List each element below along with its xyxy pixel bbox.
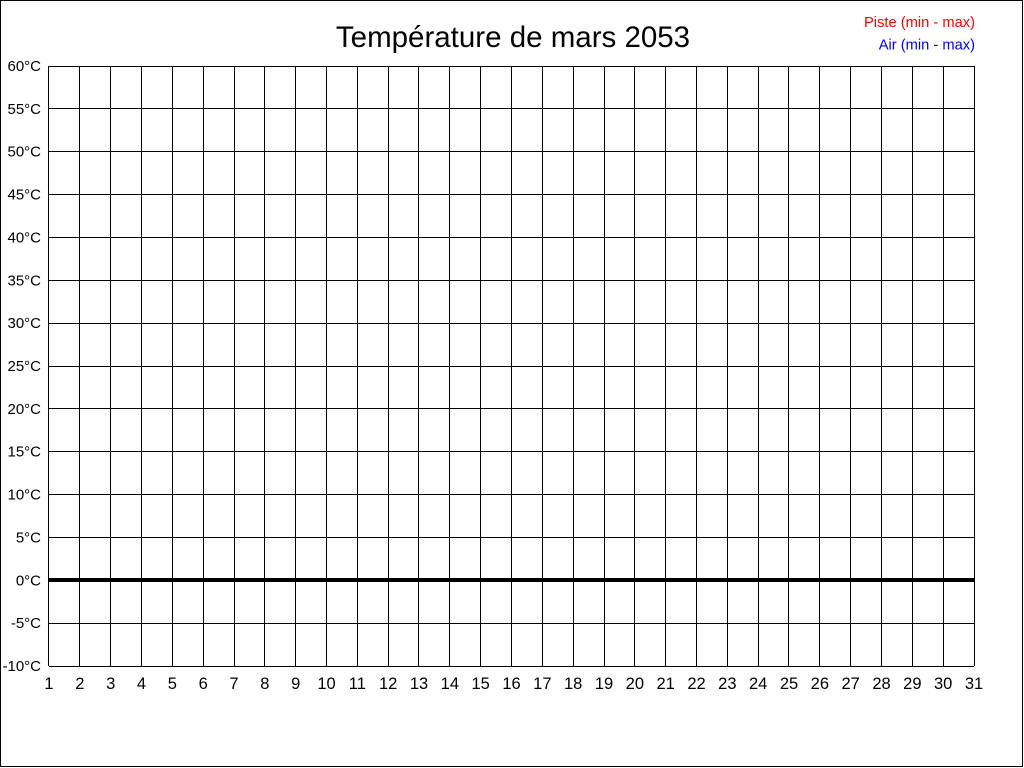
svg-text:Température de mars 2053: Température de mars 2053 <box>336 21 690 54</box>
svg-text:26: 26 <box>811 675 829 693</box>
svg-text:55°C: 55°C <box>7 101 41 118</box>
svg-text:5: 5 <box>168 675 177 693</box>
svg-text:7: 7 <box>229 675 238 693</box>
svg-text:60°C: 60°C <box>7 58 41 75</box>
svg-text:30: 30 <box>934 675 952 693</box>
svg-text:1: 1 <box>44 675 53 693</box>
svg-text:22: 22 <box>687 675 705 693</box>
svg-text:10°C: 10°C <box>7 487 41 504</box>
svg-text:16: 16 <box>502 675 520 693</box>
svg-text:3: 3 <box>106 675 115 693</box>
svg-text:2: 2 <box>75 675 84 693</box>
svg-text:10: 10 <box>317 675 335 693</box>
svg-text:20°C: 20°C <box>7 401 41 418</box>
svg-text:12: 12 <box>379 675 397 693</box>
svg-text:11: 11 <box>349 675 366 693</box>
svg-text:30°C: 30°C <box>7 315 41 332</box>
svg-text:15°C: 15°C <box>7 444 41 461</box>
svg-text:45°C: 45°C <box>7 187 41 204</box>
svg-text:6: 6 <box>199 675 208 693</box>
svg-text:40°C: 40°C <box>7 229 41 246</box>
svg-text:-5°C: -5°C <box>11 615 41 632</box>
svg-text:35°C: 35°C <box>7 272 41 289</box>
svg-text:21: 21 <box>656 675 674 693</box>
svg-text:31: 31 <box>965 675 983 693</box>
svg-text:24: 24 <box>749 675 767 693</box>
svg-text:18: 18 <box>564 675 582 693</box>
svg-text:0°C: 0°C <box>16 572 41 589</box>
svg-text:4: 4 <box>137 675 146 693</box>
svg-text:28: 28 <box>872 675 890 693</box>
svg-text:8: 8 <box>260 675 269 693</box>
svg-text:5°C: 5°C <box>16 529 41 546</box>
svg-text:-10°C: -10°C <box>2 658 41 675</box>
svg-text:25°C: 25°C <box>7 358 41 375</box>
svg-text:50°C: 50°C <box>7 144 41 161</box>
svg-text:13: 13 <box>410 675 428 693</box>
svg-text:17: 17 <box>533 675 551 693</box>
svg-text:19: 19 <box>595 675 613 693</box>
svg-text:29: 29 <box>903 675 921 693</box>
svg-text:27: 27 <box>841 675 859 693</box>
svg-text:25: 25 <box>780 675 798 693</box>
svg-text:20: 20 <box>626 675 644 693</box>
svg-text:Air (min - max): Air (min - max) <box>879 38 975 54</box>
svg-text:9: 9 <box>291 675 300 693</box>
svg-text:23: 23 <box>718 675 736 693</box>
svg-text:Piste (min - max): Piste (min - max) <box>864 15 975 31</box>
svg-text:15: 15 <box>471 675 489 693</box>
svg-text:14: 14 <box>441 675 459 693</box>
